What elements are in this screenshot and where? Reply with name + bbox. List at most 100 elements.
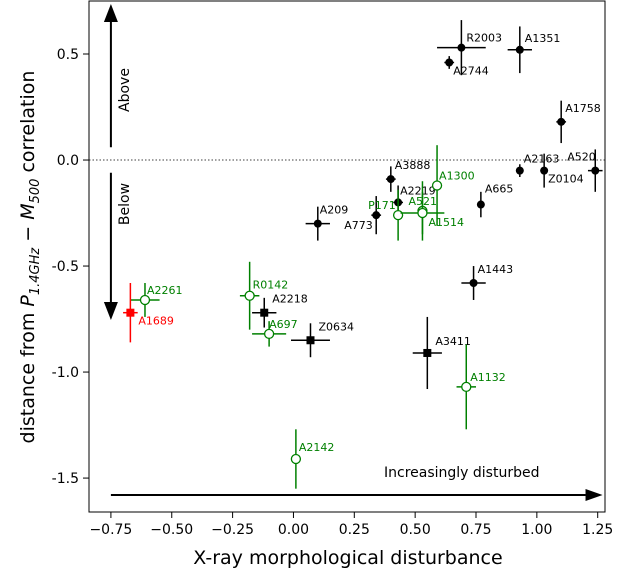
y-axis-title-p-sub: 1.4GHz	[28, 247, 43, 296]
point-label: A2218	[272, 293, 308, 306]
data-points: R2003 A1351 A2744 A1758 A2163 A520 Z0104 A3888 A…	[123, 20, 603, 489]
x-tick-label: −0.75	[89, 522, 132, 538]
point-marker	[313, 219, 322, 228]
data-point: A1300	[431, 145, 475, 226]
point-label: R2003	[466, 32, 502, 45]
x-tick-label: −0.50	[150, 522, 193, 538]
point-label: A520	[567, 151, 596, 164]
point-marker	[260, 308, 269, 317]
data-point: A2218	[252, 293, 308, 328]
data-point: A1351	[507, 26, 560, 74]
data-point: A2163	[515, 153, 560, 177]
below-arrow-head	[103, 302, 118, 320]
point-marker	[417, 207, 428, 219]
data-point: A665	[476, 183, 514, 218]
point-label: A2219	[400, 184, 436, 197]
y-axis-title: distance from P1.4GHz − M500 correlation	[17, 71, 43, 444]
y-tick-label: -1.0	[52, 365, 79, 381]
y-axis-title-p: P	[17, 295, 39, 307]
x-axis-ticks: −0.75 −0.50 −0.25 0.00 0.25 0.50 0.75 1.00 1.25	[89, 512, 613, 538]
point-label: A2163	[524, 153, 560, 166]
point-marker	[263, 328, 275, 340]
y-axis-title-m: M	[17, 203, 39, 219]
point-marker	[306, 336, 315, 345]
x-tick-label: 1.00	[521, 522, 552, 538]
y-tick-label: -1.5	[52, 471, 79, 487]
data-point: A1514	[400, 191, 464, 235]
x-tick-label: 0.00	[278, 522, 309, 538]
x-tick-label: −0.25	[211, 522, 254, 538]
point-marker	[139, 294, 151, 306]
data-point: R2003	[437, 20, 502, 76]
point-label: R0142	[253, 279, 289, 292]
point-marker	[445, 58, 454, 67]
y-axis-title-dash: −	[17, 220, 39, 248]
point-marker	[461, 381, 472, 393]
point-marker	[244, 290, 255, 301]
data-point: A520	[567, 149, 603, 192]
y-tick-label: 0.5	[57, 47, 79, 63]
point-label: A665	[485, 183, 514, 196]
y-axis-title-prefix: distance from	[17, 307, 39, 444]
point-marker	[476, 200, 485, 209]
data-point: A3888	[385, 159, 431, 192]
data-point: A1689	[123, 283, 174, 343]
point-marker	[457, 43, 466, 52]
point-label: A2142	[299, 441, 335, 454]
point-marker	[515, 166, 524, 175]
data-point: Z0104	[540, 153, 584, 188]
above-arrow-head	[103, 4, 118, 22]
point-label: A2261	[147, 284, 183, 297]
data-point: A1758	[556, 100, 601, 144]
data-point: A2261	[130, 283, 183, 317]
data-point: A3411	[412, 316, 471, 390]
point-label: A3411	[435, 335, 471, 348]
data-point: A209	[305, 204, 348, 241]
point-marker	[392, 210, 404, 221]
point-label: Z0104	[548, 173, 584, 186]
point-marker	[372, 211, 381, 220]
plot-area	[88, 0, 606, 513]
x-tick-label: 1.25	[582, 522, 613, 538]
data-point: A1132	[456, 344, 506, 430]
point-label: P171	[368, 199, 396, 212]
data-point: A697	[252, 318, 298, 347]
point-marker	[431, 180, 443, 191]
point-label: A1443	[478, 263, 514, 276]
data-point: A2142	[290, 429, 335, 489]
x-tick-label: 0.75	[460, 522, 491, 538]
data-point: R0142	[239, 261, 289, 330]
point-marker	[386, 175, 395, 184]
point-marker	[469, 279, 478, 288]
point-label: A1300	[439, 169, 475, 182]
disturbed-arrow-head	[585, 489, 603, 502]
x-axis-title: X-ray morphological disturbance	[193, 547, 502, 569]
point-marker	[290, 453, 302, 465]
y-tick-label: 0.0	[57, 153, 79, 169]
point-marker	[423, 348, 432, 357]
point-label: Z0634	[318, 320, 354, 333]
data-point: A2744	[444, 56, 489, 77]
data-point: A773	[344, 196, 382, 235]
data-point: A1443	[461, 263, 513, 300]
annotation-below: Below	[117, 183, 133, 225]
y-tick-label: -0.5	[52, 259, 79, 275]
point-marker	[540, 166, 549, 175]
y-axis-title-m-sub: 500	[28, 179, 43, 204]
point-label: A3888	[395, 159, 431, 172]
data-point: Z0634	[291, 320, 354, 358]
y-axis-ticks: 0.5 0.0 -0.5 -1.0 -1.5	[52, 47, 89, 487]
point-label: A1514	[428, 216, 464, 229]
point-marker	[557, 117, 566, 126]
point-marker	[126, 308, 135, 317]
x-tick-label: 0.25	[339, 522, 370, 538]
point-label: A1758	[565, 102, 601, 115]
point-label: A773	[344, 219, 373, 232]
data-point: P171	[368, 189, 404, 241]
point-marker	[591, 166, 600, 175]
point-label: A697	[269, 318, 298, 331]
point-label: A1132	[470, 371, 506, 384]
annotation-above: Above	[117, 68, 133, 112]
x-tick-label: 0.50	[400, 522, 431, 538]
